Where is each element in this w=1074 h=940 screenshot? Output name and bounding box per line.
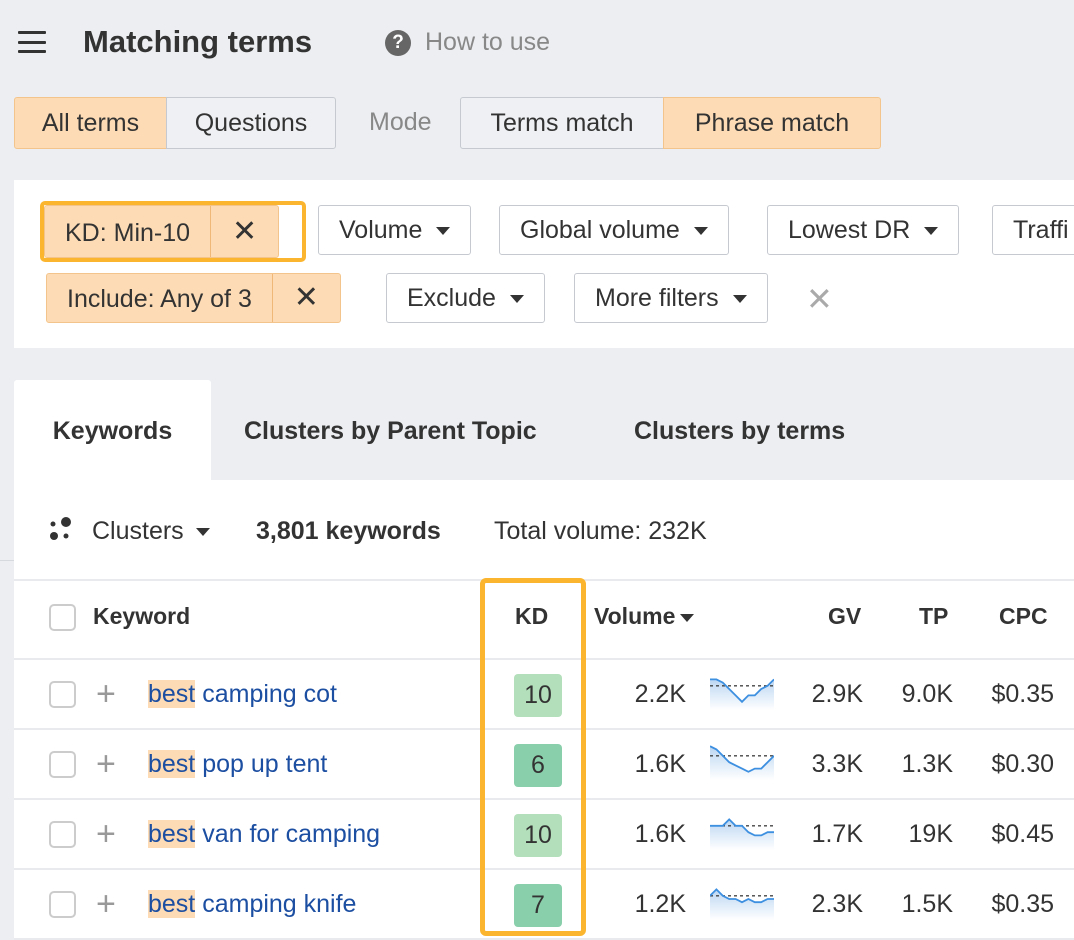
caret-down-icon	[195, 528, 210, 537]
trend-area	[710, 889, 774, 920]
trend-sparkline	[710, 888, 774, 920]
col-gv[interactable]: GV	[828, 603, 862, 629]
close-icon[interactable]: ✕	[271, 274, 340, 322]
volume-value: 1.6K	[634, 750, 686, 778]
trend-area	[710, 819, 774, 850]
trend-sparkline	[710, 745, 774, 780]
more-filters[interactable]: More filters	[574, 273, 768, 323]
select-all-checkbox[interactable]	[49, 604, 76, 631]
help-icon[interactable]: ?	[385, 30, 411, 56]
sort-desc-icon	[680, 613, 695, 622]
kd-badge: 10	[514, 674, 562, 717]
caret-down-icon	[509, 295, 524, 304]
volume-value: 1.2K	[634, 890, 686, 918]
lowest-dr-filter[interactable]: Lowest DR	[767, 205, 960, 255]
clusters-icon	[50, 517, 71, 540]
keyword-link[interactable]: best camping knife	[148, 890, 357, 918]
trend-line	[710, 888, 774, 904]
how-to-use-link[interactable]: How to use	[425, 28, 551, 56]
trend-area	[710, 746, 774, 780]
row-checkbox[interactable]	[49, 681, 76, 708]
tp-value: 9.0K	[901, 680, 953, 708]
gv-value: 3.3K	[811, 750, 863, 778]
keyword-link[interactable]: best camping cot	[148, 680, 338, 708]
col-tp[interactable]: TP	[919, 603, 949, 629]
page-title: Matching terms	[83, 24, 313, 59]
exclude-filter[interactable]: Exclude	[386, 273, 545, 323]
tab-questions[interactable]: Questions	[166, 97, 336, 149]
clusters-dropdown[interactable]: Clusters	[92, 517, 210, 546]
gv-value: 2.3K	[811, 890, 863, 918]
kd-filter-chip[interactable]: KD: Min-10 ✕	[44, 205, 280, 258]
kd-badge: 10	[514, 814, 562, 857]
cpc-value: $0.30	[991, 750, 1054, 778]
clear-filters-icon[interactable]: ✕	[806, 281, 833, 317]
traffic-filter[interactable]: Traffi	[992, 205, 1074, 255]
kd-filter-label: KD: Min-10	[65, 219, 191, 247]
add-icon[interactable]: +	[96, 885, 116, 923]
result-tabs: Keywords Clusters by Parent Topic Cluste…	[14, 380, 1074, 480]
col-kd[interactable]: KD	[515, 603, 549, 629]
tab-clusters-parent-topic[interactable]: Clusters by Parent Topic	[244, 417, 537, 445]
col-keyword[interactable]: Keyword	[93, 603, 191, 629]
keyword-count: 3,801 keywords	[256, 517, 441, 545]
cpc-value: $0.35	[991, 680, 1054, 708]
cpc-value: $0.35	[991, 890, 1054, 918]
kd-badge: 7	[514, 884, 562, 927]
col-cpc[interactable]: CPC	[999, 603, 1048, 629]
tab-all-terms[interactable]: All terms	[14, 97, 167, 149]
trend-line	[710, 745, 774, 773]
tab-clusters-terms[interactable]: Clusters by terms	[634, 417, 846, 445]
kd-highlight-box	[40, 201, 306, 262]
col-volume[interactable]: Volume	[594, 603, 695, 630]
add-icon[interactable]: +	[96, 815, 116, 853]
volume-filter[interactable]: Volume	[318, 205, 472, 255]
caret-down-icon	[693, 227, 708, 236]
phrase-match-button[interactable]: Phrase match	[663, 97, 881, 149]
total-volume: Total volume: 232K	[494, 517, 707, 545]
include-filter-label: Include: Any of 3	[67, 285, 252, 313]
terms-match-button[interactable]: Terms match	[460, 97, 664, 149]
global-volume-filter[interactable]: Global volume	[499, 205, 729, 255]
tp-value: 1.5K	[901, 890, 953, 918]
cpc-value: $0.45	[991, 820, 1054, 848]
tab-keywords[interactable]: Keywords	[14, 380, 211, 480]
volume-value: 1.6K	[634, 820, 686, 848]
trend-line	[710, 678, 774, 704]
gv-value: 2.9K	[811, 680, 863, 708]
mode-label: Mode	[369, 108, 432, 136]
tp-value: 1.3K	[901, 750, 953, 778]
row-checkbox[interactable]	[49, 891, 76, 918]
row-checkbox[interactable]	[49, 751, 76, 778]
trend-sparkline	[710, 818, 774, 850]
caret-down-icon	[924, 227, 939, 236]
row-checkbox[interactable]	[49, 821, 76, 848]
close-icon[interactable]: ✕	[210, 206, 278, 257]
tp-value: 19K	[908, 820, 953, 848]
volume-value: 2.2K	[634, 680, 686, 708]
kd-column-highlight	[480, 578, 586, 936]
menu-icon[interactable]	[18, 31, 46, 53]
caret-down-icon	[436, 227, 451, 236]
trend-sparkline	[710, 678, 774, 710]
keyword-link[interactable]: best van for camping	[148, 820, 381, 848]
include-filter-chip[interactable]: Include: Any of 3 ✕	[46, 273, 341, 323]
add-icon[interactable]: +	[96, 745, 116, 783]
kd-badge: 6	[514, 744, 562, 787]
add-icon[interactable]: +	[96, 675, 116, 713]
trend-area	[710, 679, 774, 710]
trend-line	[710, 818, 774, 837]
keyword-link[interactable]: best pop up tent	[148, 750, 328, 778]
gv-value: 1.7K	[811, 820, 863, 848]
caret-down-icon	[732, 295, 747, 304]
